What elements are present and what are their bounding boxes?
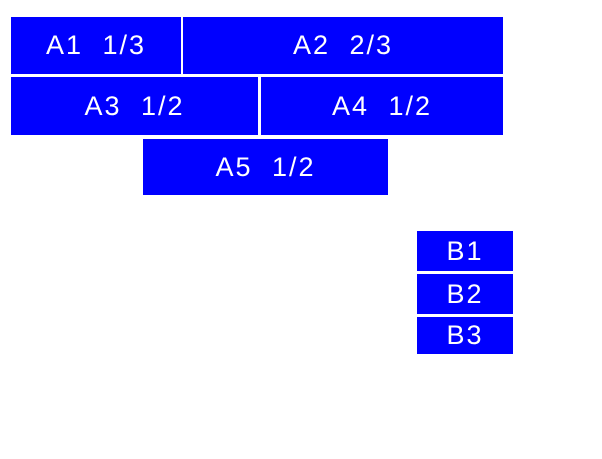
block-b1: B1	[417, 231, 513, 271]
block-b3: B3	[417, 317, 513, 354]
block-a2: A2 2/3	[183, 17, 503, 74]
block-a5: A5 1/2	[143, 139, 388, 195]
block-a3: A3 1/2	[11, 77, 258, 135]
block-a4: A4 1/2	[261, 77, 503, 135]
block-a1: A1 1/3	[11, 17, 181, 74]
block-b2: B2	[417, 274, 513, 314]
